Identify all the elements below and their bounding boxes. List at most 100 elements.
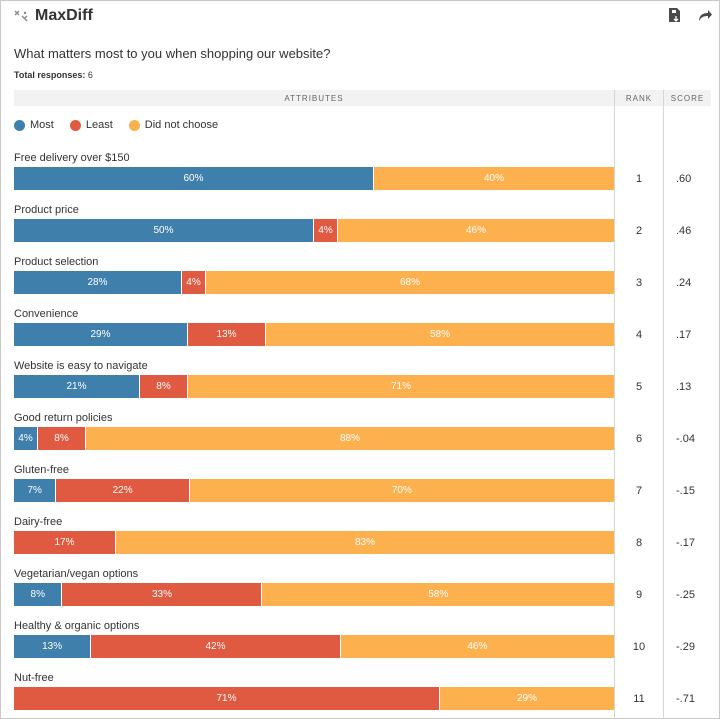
panel-header: MaxDiff: [13, 5, 93, 27]
bar-segment-did-not-choose[interactable]: 58%: [266, 323, 614, 346]
legend-label-least: Least: [85, 119, 113, 131]
legend-label-most: Most: [30, 119, 54, 131]
bar-segment-least[interactable]: 71%: [14, 687, 440, 710]
export-icon[interactable]: [667, 7, 683, 23]
bar-segment-did-not-choose[interactable]: 88%: [86, 427, 614, 450]
score-value: .46: [676, 224, 692, 237]
score-value: -.15: [676, 484, 695, 497]
score-value: -.71: [676, 692, 695, 705]
rank-value: 4: [635, 328, 643, 341]
score-value: -.29: [676, 640, 695, 653]
attribute-label: Vegetarian/vegan options: [14, 568, 139, 580]
bar-segment-most[interactable]: 4%: [14, 427, 38, 450]
bar-segment-least[interactable]: 17%: [14, 531, 116, 554]
score-value: -.25: [676, 588, 695, 601]
rank-value: 1: [635, 172, 643, 185]
bar-segment-least[interactable]: 42%: [91, 635, 341, 658]
bar-segment-least[interactable]: 8%: [38, 427, 86, 450]
rank-value: 6: [635, 432, 643, 445]
column-header-score[interactable]: SCORE: [664, 90, 711, 106]
bar-segment-did-not-choose[interactable]: 71%: [188, 375, 614, 398]
bar-segment-least[interactable]: 8%: [140, 375, 188, 398]
rank-value: 8: [635, 536, 643, 549]
legend-swatch-most: [14, 119, 25, 131]
score-value: -.17: [676, 536, 695, 549]
legend-label-did-not-choose: Did not choose: [144, 119, 219, 131]
legend-swatch-least: [69, 119, 81, 131]
legend-swatch-did-not-choose: [128, 119, 140, 131]
attribute-label: Product price: [14, 204, 79, 216]
bar-segment-did-not-choose[interactable]: 29%: [440, 687, 614, 710]
attribute-label: Free delivery over $150: [14, 152, 130, 164]
bar-segment-did-not-choose[interactable]: 40%: [374, 167, 614, 190]
bar-segment-most[interactable]: 60%: [14, 167, 374, 190]
score-value: -.04: [676, 432, 695, 445]
stacked-bar[interactable]: 29% 13% 58%: [14, 323, 614, 346]
bar-segment-most[interactable]: 8%: [14, 583, 63, 606]
share-icon[interactable]: [697, 7, 713, 23]
bar-segment-most[interactable]: 7%: [14, 479, 57, 502]
rank-value: 11: [633, 692, 645, 705]
column-divider: [614, 90, 615, 719]
attribute-label: Gluten-free: [14, 464, 70, 476]
stacked-bar[interactable]: 71% 29%: [14, 687, 614, 710]
maxdiff-logo-icon: [14, 10, 28, 22]
attribute-label: Healthy & organic options: [14, 620, 140, 632]
legend-item-did-not-choose: Did not choose: [128, 119, 219, 131]
rank-value: 10: [632, 640, 646, 653]
stacked-bar[interactable]: 60% 40%: [14, 167, 614, 190]
total-responses-label: Total responses:: [14, 70, 86, 80]
stacked-bar[interactable]: 7% 22% 70%: [14, 479, 614, 502]
bar-segment-most[interactable]: 29%: [14, 323, 188, 346]
bar-segment-did-not-choose[interactable]: 70%: [189, 479, 614, 502]
panel-title: MaxDiff: [35, 7, 93, 24]
stacked-bar[interactable]: 50% 4% 46%: [14, 219, 614, 242]
bar-segment-least[interactable]: 4%: [314, 219, 338, 242]
attribute-label: Good return policies: [14, 412, 113, 424]
score-value: .17: [676, 328, 692, 341]
stacked-bar[interactable]: 21% 8% 71%: [14, 375, 614, 398]
panel-actions: [667, 7, 713, 23]
chart-legend: Most Least Did not choose: [14, 119, 234, 131]
stacked-bar[interactable]: 17% 83%: [14, 531, 614, 554]
attribute-label: Convenience: [14, 308, 79, 320]
bar-segment-did-not-choose[interactable]: 68%: [206, 271, 614, 294]
column-header-attributes[interactable]: ATTRIBUTES: [14, 90, 614, 106]
rank-value: 9: [635, 588, 643, 601]
score-value: .24: [676, 276, 692, 289]
column-header-rank[interactable]: RANK: [615, 90, 663, 106]
bar-segment-least[interactable]: 22%: [56, 479, 190, 502]
score-value: .13: [676, 380, 692, 393]
bar-segment-did-not-choose[interactable]: 83%: [116, 531, 614, 554]
bar-segment-did-not-choose[interactable]: 46%: [340, 635, 614, 658]
column-divider: [663, 90, 664, 719]
attribute-label: Product selection: [14, 256, 99, 268]
bar-segment-least[interactable]: 4%: [182, 271, 206, 294]
bar-segment-did-not-choose[interactable]: 58%: [262, 583, 614, 606]
rank-value: 2: [635, 224, 643, 237]
legend-item-least: Least: [69, 119, 113, 131]
rank-value: 3: [635, 276, 643, 289]
bar-segment-most[interactable]: 21%: [14, 375, 140, 398]
total-responses: Total responses: 6: [14, 70, 93, 80]
total-responses-value: 6: [87, 70, 93, 80]
rank-value: 7: [635, 484, 643, 497]
stacked-bar[interactable]: 8% 33% 58%: [14, 583, 614, 606]
bar-segment-most[interactable]: 13%: [14, 635, 92, 658]
attribute-label: Dairy-free: [14, 516, 63, 528]
question-text: What matters most to you when shopping o…: [14, 46, 331, 61]
bar-segment-least[interactable]: 13%: [188, 323, 266, 346]
bar-segment-most[interactable]: 50%: [14, 219, 314, 242]
bar-segment-did-not-choose[interactable]: 46%: [338, 219, 614, 242]
stacked-bar[interactable]: 4% 8% 88%: [14, 427, 614, 450]
bar-segment-most[interactable]: 28%: [14, 271, 182, 294]
stacked-bar[interactable]: 13% 42% 46%: [14, 635, 614, 658]
bar-segment-least[interactable]: 33%: [62, 583, 263, 606]
legend-item-most: Most: [14, 119, 54, 131]
attribute-label: Website is easy to navigate: [14, 360, 148, 372]
attribute-label: Nut-free: [14, 672, 54, 684]
score-value: .60: [676, 172, 692, 185]
stacked-bar[interactable]: 28% 4% 68%: [14, 271, 614, 294]
rank-value: 5: [635, 380, 643, 393]
